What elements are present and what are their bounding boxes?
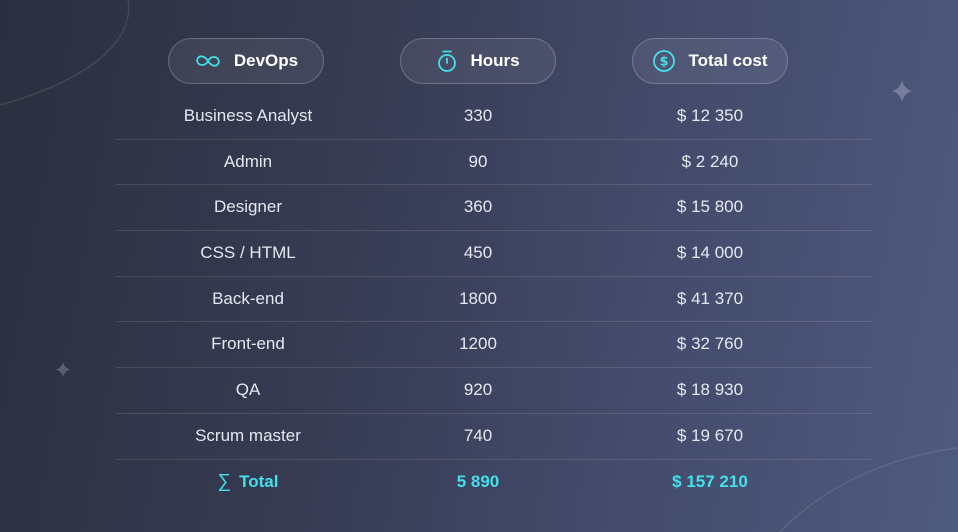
hours-cell: 90 [468, 151, 488, 171]
table-row: QA 920 $ 18 930 [116, 368, 872, 414]
hours-cell: 450 [463, 243, 493, 263]
table-row: CSS / HTML 450 $ 14 000 [116, 231, 872, 277]
cost-cell: $ 15 800 [676, 197, 744, 217]
sigma-icon: ∑ [217, 471, 232, 492]
role-cell: Scrum master [195, 425, 301, 445]
hours-column-label: Hours [470, 51, 520, 70]
cost-cell: $ 2 240 [681, 151, 739, 171]
devops-column-label: DevOps [233, 51, 299, 70]
total-label-cell: ∑ Total [116, 460, 380, 504]
total-cost-column-label: Total cost [688, 51, 768, 70]
total-hours-cell: 5 890 [456, 472, 500, 491]
table-row: Admin 90 $ 2 240 [116, 140, 872, 186]
hours-cell: 330 [463, 106, 493, 125]
table-row: Back-end 1800 $ 41 370 [116, 277, 872, 323]
cost-cell: $ 19 670 [676, 425, 744, 445]
hours-cell: 920 [463, 380, 493, 400]
infinity-link-icon [196, 55, 220, 67]
sparkle-icon [892, 80, 912, 102]
hours-cell: 1800 [459, 288, 497, 308]
role-cell: Designer [213, 197, 283, 217]
total-cost-column-header: $ Total cost [632, 38, 788, 84]
cost-cell: $ 41 370 [676, 288, 744, 308]
hours-cell: 740 [463, 425, 493, 445]
cost-cell: $ 18 930 [676, 380, 744, 400]
hours-column-header: Hours [400, 38, 556, 84]
devops-column-header: DevOps [168, 38, 324, 84]
total-label: Total [239, 472, 279, 491]
dollar-circle-icon: $ [653, 50, 676, 72]
table-body: Business Analyst 330 $ 12 350 Admin 90 $… [116, 94, 872, 460]
table-row: Scrum master 740 $ 19 670 [116, 414, 872, 460]
cost-cell: $ 14 000 [676, 243, 744, 263]
role-cell: Business Analyst [183, 106, 313, 125]
cost-cell: $ 32 760 [676, 334, 744, 354]
role-cell: QA [235, 380, 261, 400]
role-cell: CSS / HTML [200, 243, 296, 263]
total-row: ∑ Total 5 890 $ 157 210 [116, 460, 872, 504]
svg-text:$: $ [660, 55, 669, 70]
hours-cell: 1200 [459, 334, 497, 354]
role-cell: Front-end [211, 334, 285, 354]
total-cost-cell: $ 157 210 [672, 472, 748, 491]
cost-cell: $ 12 350 [676, 106, 744, 125]
sparkle-icon [56, 362, 70, 377]
table-row: Designer 360 $ 15 800 [116, 185, 872, 232]
stopwatch-icon [438, 50, 457, 72]
role-cell: Admin [223, 151, 273, 171]
hours-cell: 360 [463, 197, 493, 217]
role-cell: Back-end [212, 288, 284, 308]
table-row: Business Analyst 330 $ 12 350 [116, 94, 872, 140]
table-header: DevOps Hours $ Total cost [116, 38, 872, 86]
table-row: Front-end 1200 $ 32 760 [116, 322, 872, 369]
